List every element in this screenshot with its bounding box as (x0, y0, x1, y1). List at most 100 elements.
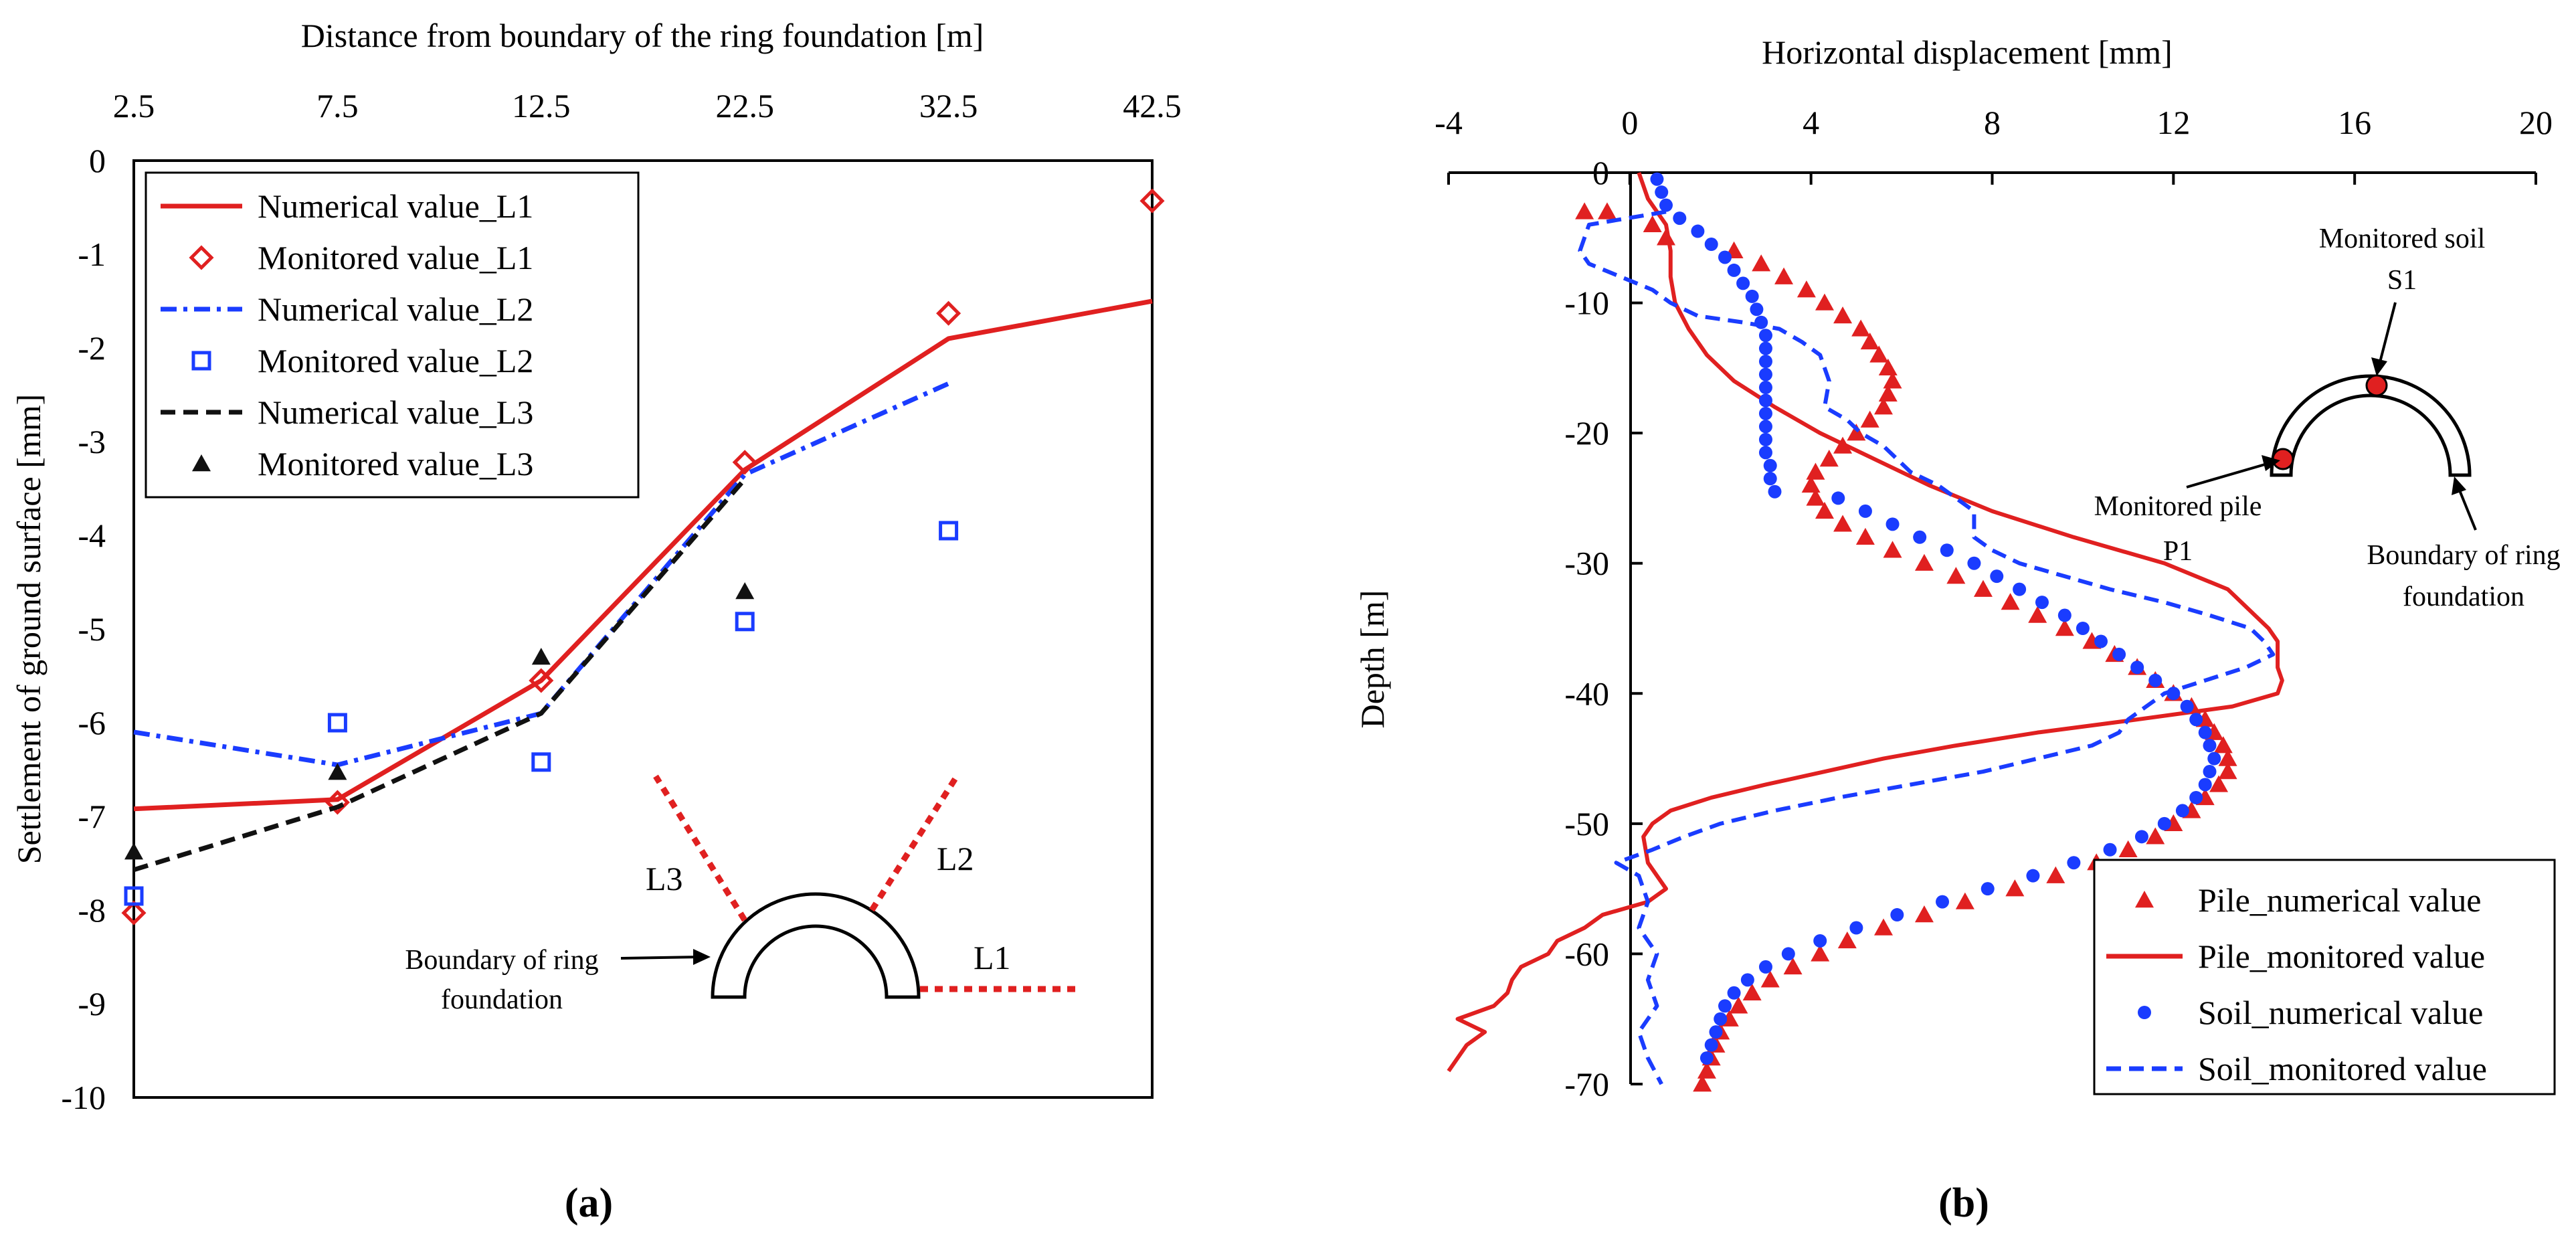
annotation-s1: S1 (2387, 265, 2417, 296)
panel-a-y-tick-label: -8 (78, 891, 106, 929)
panel-b-series-0-point (1815, 501, 1834, 519)
annotation-p1: P1 (2163, 536, 2193, 567)
panel-b-series-0-point (1833, 515, 1853, 532)
panel-b-x-tick-label: 20 (2519, 104, 2553, 141)
panel-b-x-tick-label: 16 (2338, 104, 2371, 141)
annotation-boundary-b-line2: foundation (2403, 582, 2524, 612)
panel-b-y-tick-label: -60 (1564, 935, 1609, 972)
panel-a-ring-schematic: L3 L2 L1 Boundary of ring foundation (405, 774, 1077, 1015)
panel-b-label: (b) (1938, 1180, 1989, 1226)
panel-a-x-tick-label: 12.5 (512, 87, 571, 124)
panel-b-series-2-point (1763, 472, 1777, 486)
panel-b-series-0-point (1774, 267, 1794, 284)
annotation-monitored-soil: Monitored soil (2319, 224, 2486, 254)
panel-b-series-2-point (2067, 856, 2081, 870)
annotation-l1: L1 (974, 939, 1011, 976)
panel-b-series-2-point (2175, 804, 2189, 818)
panel-b-series-2-point (1691, 224, 1705, 238)
panel-b-series-2-point (1718, 250, 1732, 264)
boundary-arrow-head (693, 949, 711, 965)
panel-b-y-tick-label: -40 (1564, 675, 1609, 712)
panel-b-legend-swatch (2135, 891, 2154, 908)
panel-a-legend-label: Monitored value_L3 (258, 445, 533, 482)
panel-b-series-2-point (1750, 302, 1764, 317)
boundary-b-arrow-head (2452, 476, 2466, 495)
panel-a-x-tick-label: 32.5 (919, 87, 978, 124)
panel-b-series-0-point (1575, 202, 1594, 219)
monitored-pile-p1-point (2272, 448, 2294, 470)
panel-b-series-0-point (2218, 749, 2237, 766)
panel-a-series-3-point (124, 886, 144, 906)
panel-b-x-tick-label: 4 (1803, 104, 1819, 141)
panel-a-legend-frame (145, 171, 640, 499)
panel-b-series-0-point (1811, 944, 1830, 962)
panel-a-series-1-point (325, 790, 350, 815)
panel-b-series-2-point (1768, 484, 1782, 499)
panel-a-y-tick-label: -2 (78, 329, 106, 367)
panel-b-x-tick-label: 0 (1621, 104, 1638, 141)
panel-b-series-0-point (1955, 892, 1974, 909)
panel-b-series-0-point (1815, 293, 1834, 310)
panel-b-series-2-point (1673, 211, 1687, 226)
panel-a-y-tick-label: -4 (78, 517, 106, 554)
panel-a-legend-swatch (191, 351, 211, 371)
panel-b-x-tick-label: 12 (2156, 104, 2190, 141)
panel-b-series-0-point (1869, 345, 1889, 363)
panel-b-series-2-point (1745, 289, 1759, 303)
panel-a-series-1-point (1139, 188, 1165, 213)
panel-b-series-2-point (2207, 751, 2221, 766)
panel-b-series-2-point (1858, 504, 1872, 518)
annotation-boundary-line2: foundation (441, 984, 563, 1015)
line-l3-marker (653, 774, 747, 922)
panel-b-series-2-point (2076, 622, 2090, 635)
panel-a-series-3-point (735, 612, 755, 632)
panel-a-y-axis-title: Settlement of ground surface [mm] (10, 394, 48, 865)
panel-b-series-0-point (1878, 384, 1898, 402)
panel-b-legend-label: Soil_numerical value (2198, 994, 2483, 1031)
panel-a-series-5-point (735, 582, 755, 600)
panel-a-y-tick-label: -3 (78, 423, 106, 460)
panel-b-series-0-point (1874, 918, 1893, 936)
panel-b-ring-schematic: Monitored soil S1 Monitored pile P1 Boun… (2094, 224, 2561, 612)
panel-a-legend-swatch (192, 454, 211, 472)
annotation-monitored-pile: Monitored pile (2094, 491, 2262, 522)
panel-b-series-2-point (1885, 517, 1900, 531)
panel-a-series-3-point (939, 521, 959, 541)
panel-b-series-2-point (1704, 238, 1718, 252)
panel-b-series-2-point (1659, 198, 1673, 212)
panel-a-legend: Numerical value_L1 Monitored value_L1 Nume… (161, 187, 533, 482)
panel-b-series-2-point (1981, 882, 1995, 896)
panel-b-series-0-point (2218, 762, 2237, 780)
panel-b-series-2-point (1758, 393, 1772, 408)
panel-b-series-2-point (1849, 921, 1863, 935)
panel-b-series-0-point (1914, 553, 1934, 571)
panel-a-plot-frame (132, 159, 1154, 1099)
panel-b-legend-label: Pile_monitored value (2198, 938, 2485, 975)
panel-b-series-2-point (1940, 543, 1954, 557)
panel-a-y-tick-label: -7 (78, 798, 106, 835)
panel-b-series-2-point (2203, 739, 2217, 753)
panel-b-series-2-point (1714, 1012, 1728, 1026)
panel-a-x-tick-label: 42.5 (1123, 87, 1182, 124)
panel-b-series-2-point (2203, 765, 2217, 779)
panel-b-series-0-point (1729, 996, 1748, 1014)
panel-a-legend-label: Monitored value_L1 (258, 239, 533, 276)
ring-foundation-outline (711, 892, 921, 999)
panel-b-series-0-point (2118, 840, 2138, 857)
panel-b-series-0-point (1806, 462, 1825, 480)
panel-b-series-0-point (1693, 1075, 1712, 1092)
panel-b-series-0-point (1742, 983, 1762, 1000)
panel-a-x-tick-label: 2.5 (113, 87, 155, 124)
soil-arrow-shaft (2378, 302, 2397, 365)
panel-b-series-2-point (2157, 816, 2171, 830)
panel-b-series-0-point (1643, 215, 1662, 233)
panel-a-x-ticks: 2.5 7.5 12.5 22.5 32.5 42.5 (113, 87, 1182, 124)
panel-b-legend-label: Pile_numerical value (2198, 881, 2481, 919)
panel-b-series-0-point (1883, 541, 1902, 558)
panel-b-series-2-point (1890, 908, 1904, 922)
panel-b-series-2-point (1718, 999, 1732, 1013)
annotation-l3: L3 (646, 860, 683, 897)
panel-b-series-2-point (2103, 842, 2117, 857)
panel-b-series-0-point (1797, 280, 1816, 298)
panel-b-series-0-point (2001, 593, 2020, 610)
